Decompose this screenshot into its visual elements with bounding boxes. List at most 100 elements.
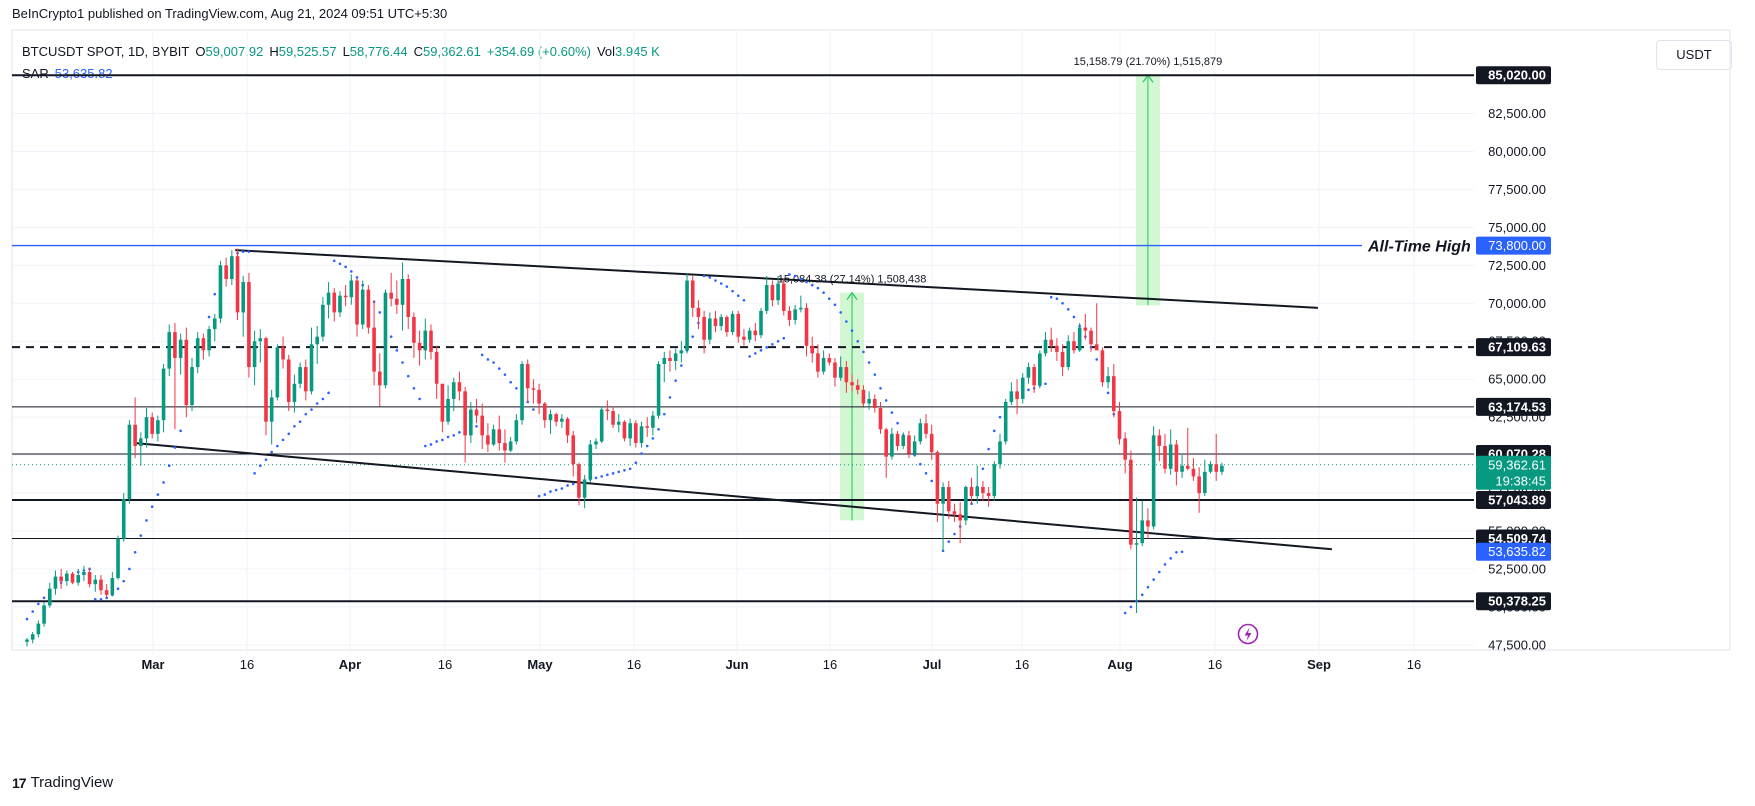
sar-dot bbox=[742, 298, 746, 302]
candle-body bbox=[360, 289, 365, 325]
candle-body bbox=[1180, 465, 1184, 472]
candle-body bbox=[1009, 391, 1014, 402]
sar-dot bbox=[981, 467, 985, 471]
candle-body bbox=[1106, 376, 1110, 383]
sar-dot bbox=[998, 415, 1002, 419]
candle-body bbox=[821, 357, 826, 372]
sar-dot bbox=[287, 432, 291, 436]
candle-body bbox=[150, 417, 154, 434]
candle-body bbox=[907, 435, 911, 454]
currency-button[interactable]: USDT bbox=[1656, 40, 1732, 70]
sar-dot bbox=[560, 487, 564, 490]
sar-dot bbox=[594, 476, 598, 480]
sar-dot bbox=[401, 361, 404, 364]
candle-body bbox=[304, 367, 308, 392]
candle-body bbox=[173, 332, 177, 358]
candle-body bbox=[503, 442, 507, 451]
time-tick-label: Sep bbox=[1307, 657, 1331, 672]
candle-body bbox=[554, 414, 558, 422]
sar-dot bbox=[321, 397, 325, 401]
sar-dot bbox=[133, 550, 137, 554]
level-tag-bg bbox=[1476, 397, 1551, 416]
chart-frame bbox=[11, 29, 1731, 651]
sar-dot bbox=[1169, 557, 1172, 560]
candle-body bbox=[1151, 435, 1156, 527]
candle-body bbox=[127, 424, 132, 500]
sar-dot bbox=[856, 339, 860, 343]
sar-dot bbox=[719, 282, 723, 285]
candle-body bbox=[634, 423, 638, 443]
sar-dot bbox=[606, 473, 609, 477]
candle-body bbox=[474, 409, 479, 416]
candle-body bbox=[281, 347, 285, 360]
candle-body bbox=[918, 423, 923, 442]
sar-dot bbox=[145, 519, 148, 522]
sar-dot bbox=[1163, 563, 1167, 566]
candle-body bbox=[816, 353, 820, 372]
candle-body bbox=[804, 307, 809, 346]
sar-dot bbox=[1175, 550, 1178, 554]
sar-dot bbox=[845, 320, 848, 323]
candle-body bbox=[400, 278, 405, 305]
sar-dot bbox=[412, 387, 416, 390]
tradingview-logo[interactable]: 17 TradingView bbox=[12, 774, 113, 791]
sar-dot bbox=[42, 596, 46, 600]
candle-body bbox=[981, 486, 985, 494]
lightning-icon-bolt bbox=[1244, 627, 1252, 641]
lightning-icon[interactable] bbox=[1237, 623, 1259, 645]
sar-dot bbox=[1146, 585, 1150, 589]
candle-body bbox=[1174, 444, 1179, 472]
sar-dot bbox=[1106, 391, 1110, 395]
tv-logo-icon: 17 bbox=[12, 774, 27, 791]
candle-body bbox=[309, 344, 314, 392]
candle-body bbox=[42, 605, 46, 624]
candle-body bbox=[383, 292, 388, 386]
candle-body bbox=[486, 435, 490, 445]
sar-dot bbox=[258, 464, 262, 468]
sar-legend: SAR 53,635.82 bbox=[22, 66, 113, 81]
sar-dot bbox=[281, 438, 285, 442]
sar-label[interactable]: SAR bbox=[22, 66, 49, 81]
sar-dot bbox=[782, 336, 786, 340]
candle-body bbox=[321, 304, 325, 337]
candle-body bbox=[99, 579, 103, 591]
candle-body bbox=[326, 292, 331, 305]
candle-body bbox=[884, 429, 888, 457]
candle-body bbox=[776, 283, 780, 301]
candle-body bbox=[656, 364, 661, 416]
sar-dot bbox=[424, 444, 427, 448]
candle-body bbox=[161, 368, 166, 421]
candle-body bbox=[582, 479, 587, 498]
candle-body bbox=[537, 389, 541, 404]
candle-body bbox=[912, 441, 917, 454]
symbol-label[interactable]: BTCUSDT SPOT, 1D, BYBIT bbox=[22, 44, 190, 59]
sar-dots bbox=[25, 250, 1184, 621]
candle-body bbox=[855, 385, 860, 390]
candle-body bbox=[935, 452, 940, 504]
candle-body bbox=[577, 464, 581, 498]
sar-dot bbox=[736, 294, 740, 297]
price-tick-label: 65,000.00 bbox=[1488, 372, 1546, 387]
candle-body bbox=[1083, 327, 1088, 331]
sar-dot bbox=[1140, 593, 1144, 597]
sar-dot bbox=[475, 424, 478, 428]
time-tick-label: May bbox=[527, 657, 553, 672]
sar-dot bbox=[497, 367, 501, 370]
sar-dot bbox=[771, 342, 774, 346]
candle-body bbox=[218, 265, 223, 319]
sar-dot bbox=[338, 262, 342, 266]
sar-dot bbox=[332, 259, 336, 263]
sar-dot bbox=[1055, 297, 1059, 301]
candle-body bbox=[235, 256, 240, 313]
candle-body bbox=[753, 330, 758, 336]
candle-body bbox=[338, 295, 342, 313]
sar-dot bbox=[611, 472, 615, 475]
sar-dot bbox=[691, 335, 695, 338]
sar-dot bbox=[213, 292, 217, 296]
candle-body bbox=[924, 423, 928, 434]
candle-body bbox=[861, 389, 866, 404]
sar-dot bbox=[890, 411, 894, 414]
sar-dot bbox=[293, 424, 296, 428]
sar-dot bbox=[947, 540, 951, 543]
